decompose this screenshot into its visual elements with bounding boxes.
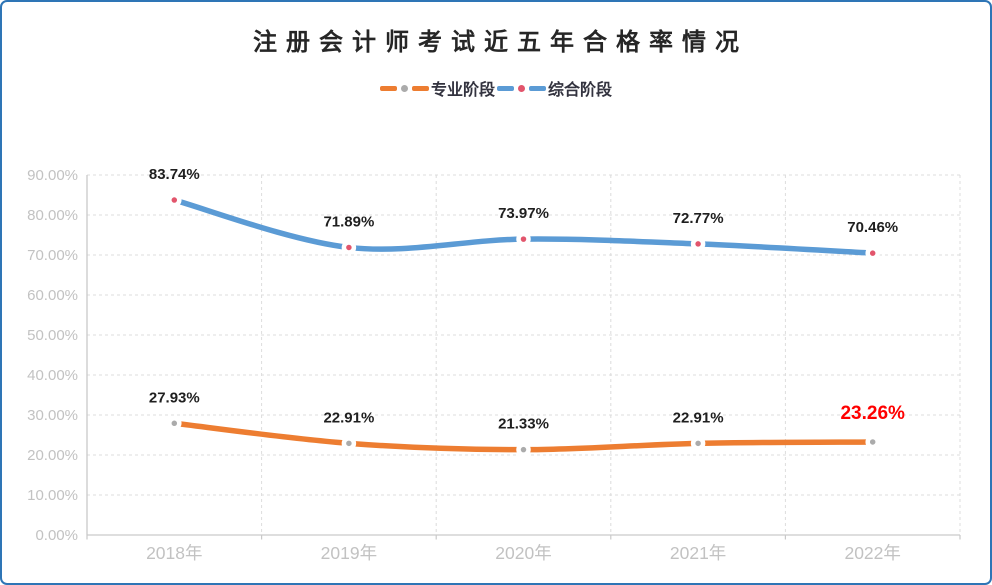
legend-dash-icon	[497, 85, 514, 91]
y-axis-tick-label: 20.00%	[27, 447, 78, 464]
x-axis-category-label: 2018年	[146, 543, 202, 563]
legend-dash-icon	[379, 85, 397, 91]
professional-stage-data-label-highlight: 23.26%	[840, 403, 905, 424]
comprehensive-stage-data-label: 70.46%	[847, 219, 898, 236]
legend-item-comprehensive-stage: 综合阶段	[497, 76, 612, 100]
comprehensive-stage-marker	[516, 231, 531, 247]
legend-label-professional-stage: 专业阶段	[430, 82, 495, 99]
professional-stage-marker	[690, 436, 706, 451]
y-axis-tick-label: 50.00%	[27, 327, 78, 344]
comprehensive-stage-data-label: 73.97%	[498, 205, 549, 222]
chart-title: 注册会计师考试近五年合格率情况	[253, 29, 748, 56]
legend-item-professional-stage: 专业阶段	[379, 76, 495, 100]
chart-legend: 专业阶段 综合阶段	[2, 76, 990, 100]
y-axis-tick-label: 60.00%	[27, 287, 78, 304]
professional-stage-data-label: 22.91%	[323, 409, 374, 426]
y-axis-tick-label: 80.00%	[27, 207, 78, 224]
legend-marker-dot-icon	[400, 84, 408, 92]
professional-stage-marker	[516, 442, 531, 457]
professional-stage-data-label: 22.91%	[673, 409, 724, 426]
professional-stage-marker	[167, 416, 182, 431]
x-axis-category-label: 2019年	[321, 543, 377, 563]
comprehensive-stage-data-label: 83.74%	[149, 166, 200, 183]
comprehensive-stage-data-label: 72.77%	[673, 210, 724, 227]
y-axis-tick-label: 90.00%	[27, 167, 78, 184]
comprehensive-stage-data-label: 71.89%	[323, 213, 374, 230]
x-axis-category-label: 2020年	[495, 543, 551, 563]
legend-dash-icon	[411, 85, 429, 91]
professional-stage-data-label: 21.33%	[498, 416, 549, 433]
comprehensive-stage-marker	[865, 245, 880, 261]
legend-dash-icon	[529, 85, 546, 91]
comprehensive-stage-marker	[341, 240, 357, 255]
y-axis-tick-label: 10.00%	[27, 487, 78, 504]
comprehensive-stage-marker	[167, 192, 182, 208]
legend-label-comprehensive-stage: 综合阶段	[548, 82, 613, 99]
x-axis-category-label: 2022年	[844, 543, 900, 563]
y-axis-tick-label: 40.00%	[27, 367, 78, 384]
y-axis-tick-label: 70.00%	[27, 247, 78, 264]
professional-stage-marker	[341, 436, 357, 451]
legend-marker-dot-icon	[518, 84, 525, 92]
x-axis-category-label: 2021年	[670, 543, 726, 563]
professional-stage-marker	[865, 434, 880, 450]
y-axis-tick-label: 30.00%	[27, 407, 78, 424]
y-axis-tick-label: 0.00%	[35, 527, 78, 544]
comprehensive-stage-marker	[690, 236, 706, 252]
professional-stage-data-label: 27.93%	[149, 389, 200, 406]
